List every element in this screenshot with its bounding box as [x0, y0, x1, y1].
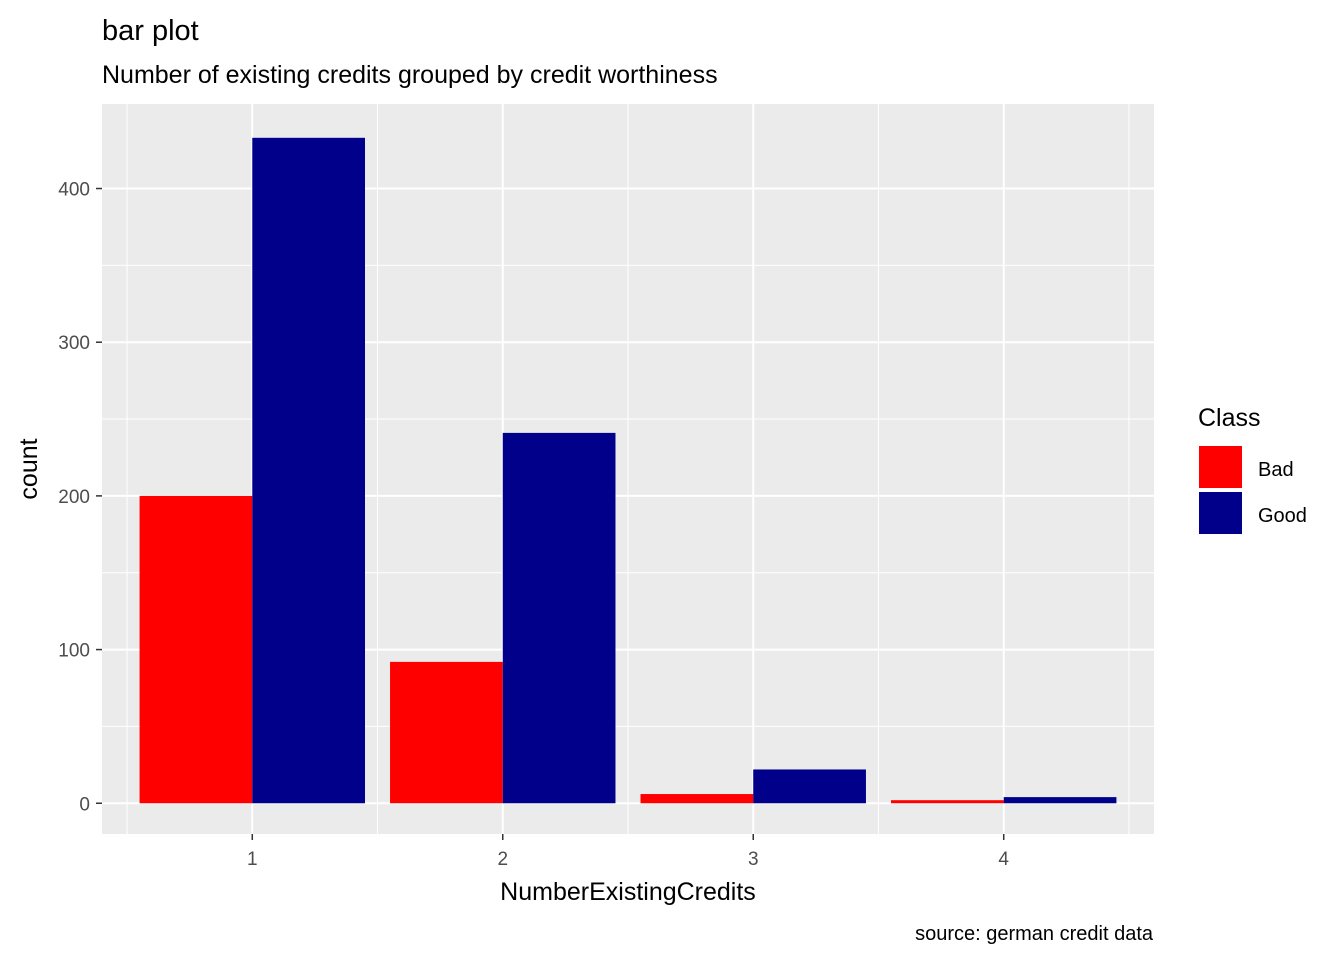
legend-key-good [1199, 492, 1242, 534]
bar-bad-3 [640, 794, 754, 804]
chart-subtitle: Number of existing credits grouped by cr… [102, 61, 718, 89]
y-axis-title: count [15, 438, 43, 499]
x-tick-label: 4 [998, 849, 1009, 870]
bar-bad-2 [390, 661, 503, 804]
chart-caption: source: german credit data [915, 923, 1154, 945]
bar-good-1 [252, 137, 365, 804]
bar-bad-1 [139, 495, 253, 804]
legend-label-bad: Bad [1258, 459, 1294, 481]
y-tick-label: 200 [58, 487, 90, 508]
x-tick-label: 2 [497, 849, 508, 870]
y-tick-label: 400 [58, 180, 90, 201]
bar-good-2 [502, 432, 616, 804]
legend: Class Bad Good [1198, 404, 1307, 534]
y-tick-label: 0 [79, 794, 90, 815]
y-tick-label: 100 [58, 641, 90, 662]
x-tick-label: 1 [247, 849, 258, 870]
bar-bad-4 [891, 800, 1004, 804]
bar-good-3 [753, 769, 866, 804]
y-tick-label: 300 [58, 333, 90, 354]
bar-good-4 [1003, 797, 1117, 804]
bars [139, 137, 1117, 804]
x-axis: 1 2 3 4 [247, 834, 1009, 870]
legend-title: Class [1198, 404, 1261, 432]
legend-key-bad [1199, 446, 1242, 488]
y-axis: 0 100 200 300 400 [58, 180, 102, 815]
chart-title: bar plot [102, 15, 199, 47]
legend-label-good: Good [1258, 505, 1307, 527]
x-axis-title: NumberExistingCredits [500, 878, 756, 906]
x-tick-label: 3 [748, 849, 759, 870]
